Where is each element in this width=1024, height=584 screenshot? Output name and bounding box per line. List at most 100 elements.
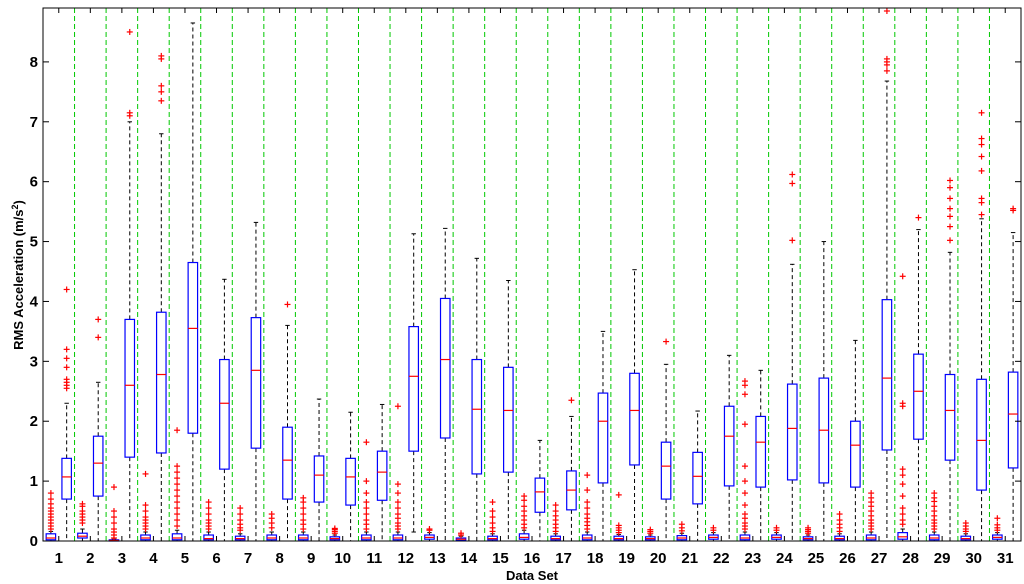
y-axis-title-superscript: 2: [10, 204, 20, 209]
outlier-point: [978, 141, 985, 148]
x-tick-label: 31: [997, 550, 1014, 567]
outlier-point: [47, 496, 54, 503]
box-53: [865, 490, 877, 542]
outlier-point: [174, 481, 181, 488]
outlier-point: [741, 463, 748, 470]
x-tick-label: 7: [244, 550, 252, 567]
outlier-point: [300, 505, 307, 512]
outlier-point: [110, 514, 117, 521]
outlier-point: [158, 97, 165, 104]
outlier-point: [899, 400, 906, 407]
outlier-point: [868, 490, 875, 497]
outlier-point: [63, 355, 70, 362]
outlier-point: [174, 523, 181, 530]
outlier-point: [110, 484, 117, 491]
outlier-point: [962, 520, 969, 527]
box-body: [313, 455, 325, 503]
x-tick-label: 19: [618, 550, 635, 567]
outlier-point: [947, 237, 954, 244]
outlier-point: [899, 511, 906, 518]
box-body: [61, 457, 72, 500]
box-50: [818, 241, 830, 542]
x-tick-label: 3: [118, 550, 126, 567]
outlier-point: [205, 505, 212, 512]
box-32: [534, 439, 546, 542]
outlier-point: [899, 472, 906, 479]
outlier-point: [126, 28, 133, 35]
x-tick-label: 9: [307, 550, 315, 567]
box-body: [250, 317, 262, 449]
box-body: [850, 420, 861, 488]
box-3: [77, 500, 88, 542]
outlier-point: [331, 525, 338, 532]
box-25: [424, 526, 435, 542]
box-body: [881, 299, 893, 451]
outlier-point: [95, 316, 102, 323]
outlier-point: [126, 109, 133, 116]
outlier-point: [521, 493, 528, 500]
box-body: [345, 457, 356, 506]
outlier-point: [363, 490, 370, 497]
y-tick-label: 2: [30, 413, 38, 430]
x-tick-label: 28: [902, 550, 919, 567]
boxes-layer: [45, 7, 1019, 542]
box-21: [361, 439, 372, 542]
outlier-point: [978, 135, 985, 142]
box-12: [219, 278, 230, 542]
y-axis-title-close: ): [11, 200, 26, 204]
outlier-point: [741, 478, 748, 485]
outlier-point: [1010, 205, 1017, 212]
box-2: [61, 286, 72, 542]
outlier-point: [394, 505, 401, 512]
outlier-point: [63, 286, 70, 293]
outlier-point: [237, 511, 244, 518]
outlier-point: [773, 524, 780, 531]
y-tick-label: 4: [30, 293, 39, 310]
x-tick-label: 21: [681, 550, 698, 567]
outlier-point: [300, 494, 307, 501]
box-body: [92, 435, 104, 497]
outlier-point: [741, 421, 748, 428]
x-tick-label: 14: [461, 550, 478, 567]
outlier-point: [158, 52, 165, 59]
outlier-point: [63, 376, 70, 383]
outlier-point: [899, 466, 906, 473]
y-tick-label: 8: [30, 54, 38, 71]
outlier-point: [79, 500, 86, 507]
outlier-point: [363, 439, 370, 446]
outlier-point: [205, 517, 212, 524]
x-tick-label: 1: [55, 550, 63, 567]
box-body: [597, 392, 609, 484]
outlier-point: [158, 82, 165, 89]
box-11: [203, 499, 214, 542]
outlier-point: [584, 487, 591, 494]
box-38: [629, 269, 640, 542]
y-axis-title-main: RMS Acceleration (m/s: [11, 209, 26, 349]
outlier-point: [47, 490, 54, 497]
outlier-point: [174, 487, 181, 494]
outlier-point: [284, 301, 291, 308]
y-tick-label: 5: [30, 234, 38, 251]
box-body: [723, 405, 735, 487]
plot-background: [43, 8, 1021, 541]
outlier-point: [205, 499, 212, 506]
x-tick-label: 22: [713, 550, 730, 567]
box-body: [786, 383, 798, 481]
x-tick-label: 17: [555, 550, 572, 567]
x-tick-label: 30: [965, 550, 982, 567]
outlier-point: [947, 184, 954, 191]
outlier-point: [237, 517, 244, 524]
outlier-point: [174, 493, 181, 500]
x-tick-label: 20: [650, 550, 667, 567]
outlier-point: [552, 502, 559, 509]
box-1: [45, 490, 57, 542]
box-body: [219, 358, 230, 470]
outlier-point: [158, 88, 165, 95]
x-tick-label: 2: [86, 550, 94, 567]
outlier-point: [978, 109, 985, 116]
box-15: [266, 511, 278, 542]
outlier-point: [978, 153, 985, 160]
outlier-point: [110, 520, 117, 527]
outlier-point: [363, 505, 370, 512]
